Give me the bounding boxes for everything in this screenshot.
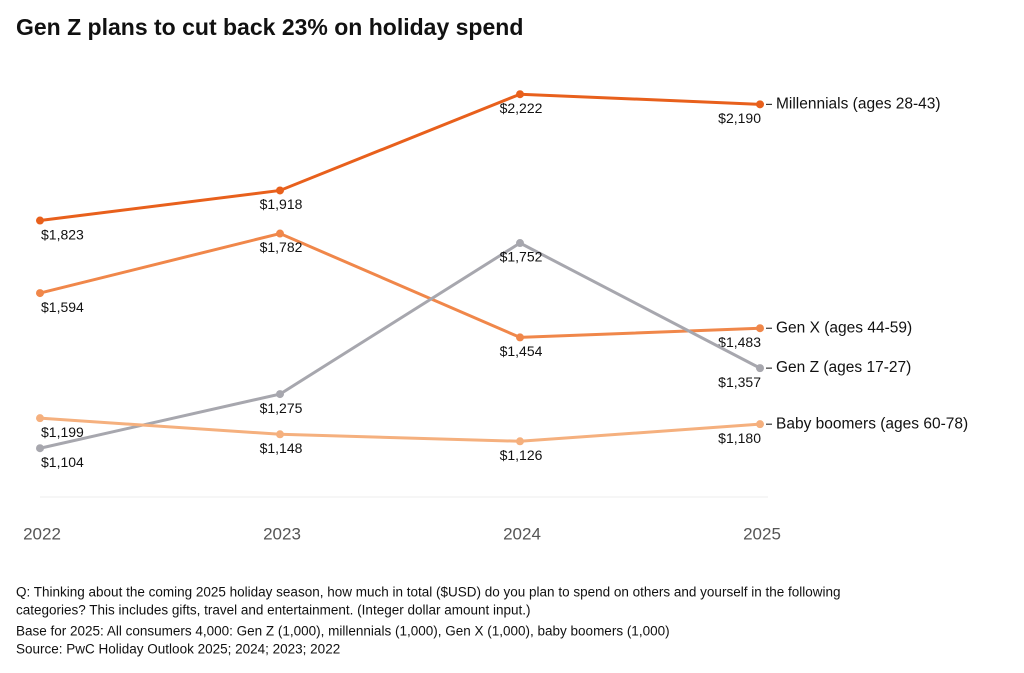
footnote: Base for 2025: All consumers 4,000: Gen … <box>16 624 670 639</box>
chart-title: Gen Z plans to cut back 23% on holiday s… <box>16 14 523 40</box>
value-label: $1,357 <box>718 374 761 390</box>
point <box>516 437 524 446</box>
legend-label: Gen X (ages 44-59) <box>776 319 912 336</box>
point <box>516 239 524 248</box>
point <box>36 216 44 225</box>
value-label: $1,180 <box>718 430 761 446</box>
series-line <box>39 416 761 443</box>
x-tick-label: 2023 <box>263 524 301 543</box>
point <box>516 90 524 99</box>
legend-label: Gen Z (ages 17-27) <box>776 359 911 376</box>
value-label: $1,782 <box>260 239 303 255</box>
value-label: $1,104 <box>41 454 84 470</box>
point <box>516 333 524 342</box>
value-label: $1,126 <box>500 447 543 463</box>
point <box>756 364 764 373</box>
point <box>756 420 764 429</box>
series-line <box>39 241 761 450</box>
legend-label: Baby boomers (ages 60-78) <box>776 415 968 432</box>
point <box>36 414 44 423</box>
series-line <box>39 231 761 339</box>
value-label: $1,594 <box>41 299 84 315</box>
value-label: $1,823 <box>41 226 84 242</box>
point <box>276 229 284 238</box>
point <box>756 100 764 109</box>
point <box>276 430 284 439</box>
value-label: $1,454 <box>500 343 543 359</box>
x-tick-label: 2025 <box>743 524 781 543</box>
value-label: $1,752 <box>500 249 543 265</box>
x-tick-label: 2024 <box>503 524 541 543</box>
point <box>276 186 284 195</box>
value-label: $1,275 <box>260 400 303 416</box>
value-label: $1,918 <box>260 196 303 212</box>
point <box>756 324 764 333</box>
series-line <box>39 92 761 223</box>
legend-label: Millennials (ages 28-43) <box>776 95 941 112</box>
value-label: $1,148 <box>260 440 303 456</box>
value-label: $1,199 <box>41 424 84 440</box>
point <box>36 444 44 453</box>
point <box>276 390 284 399</box>
value-label: $1,483 <box>718 334 761 350</box>
x-tick-label: 2022 <box>23 524 61 543</box>
footnote: Q: Thinking about the coming 2025 holida… <box>16 585 841 600</box>
point <box>36 289 44 298</box>
value-label: $2,222 <box>500 100 543 116</box>
footnote: categories? This includes gifts, travel … <box>16 603 531 618</box>
footnote: Source: PwC Holiday Outlook 2025; 2024; … <box>16 642 340 657</box>
value-label: $2,190 <box>718 110 761 126</box>
